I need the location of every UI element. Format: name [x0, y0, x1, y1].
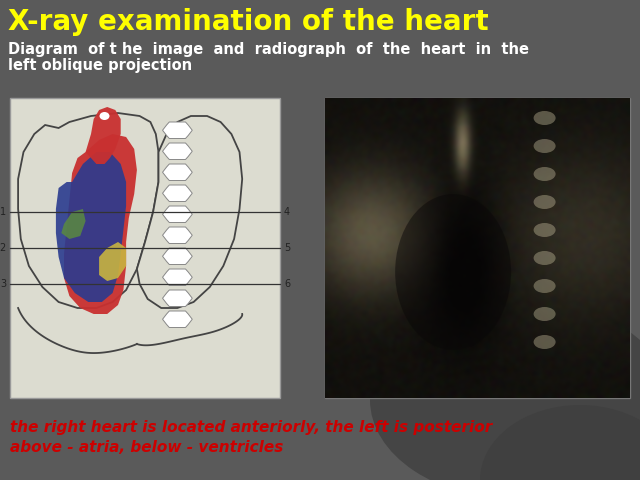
Text: X-ray examination of the heart: X-ray examination of the heart [8, 8, 488, 36]
Ellipse shape [99, 112, 109, 120]
Ellipse shape [480, 405, 640, 480]
Text: the right heart is located anteriorly, the left is posterior: the right heart is located anteriorly, t… [10, 420, 492, 435]
Polygon shape [163, 143, 192, 159]
Ellipse shape [534, 279, 556, 293]
Polygon shape [18, 113, 159, 308]
Text: above - atria, below - ventricles: above - atria, below - ventricles [10, 440, 284, 455]
Polygon shape [64, 134, 137, 314]
Polygon shape [137, 116, 242, 308]
Ellipse shape [534, 251, 556, 265]
Text: 3: 3 [0, 279, 6, 289]
Ellipse shape [534, 335, 556, 349]
Polygon shape [56, 152, 126, 302]
Ellipse shape [395, 194, 511, 350]
Ellipse shape [534, 223, 556, 237]
Polygon shape [163, 269, 192, 286]
Text: 5: 5 [284, 243, 291, 253]
Text: 1: 1 [0, 207, 6, 217]
Polygon shape [86, 107, 121, 164]
Ellipse shape [534, 139, 556, 153]
Polygon shape [163, 248, 192, 264]
Bar [325, 98, 630, 398]
Polygon shape [163, 164, 192, 180]
Text: left oblique projection: left oblique projection [8, 58, 192, 73]
Polygon shape [163, 290, 192, 307]
Polygon shape [99, 242, 126, 281]
Ellipse shape [534, 167, 556, 181]
Polygon shape [163, 122, 192, 139]
Polygon shape [163, 227, 192, 243]
Polygon shape [163, 311, 192, 327]
Polygon shape [61, 209, 86, 239]
Ellipse shape [370, 300, 640, 480]
Text: 4: 4 [284, 207, 290, 217]
Text: Diagram  of t he  image  and  radiograph  of  the  heart  in  the: Diagram of t he image and radiograph of … [8, 42, 529, 57]
Text: 2: 2 [0, 243, 6, 253]
Polygon shape [163, 185, 192, 202]
Bar [10, 98, 280, 398]
Polygon shape [163, 206, 192, 223]
Text: 6: 6 [284, 279, 290, 289]
Ellipse shape [534, 307, 556, 321]
Ellipse shape [534, 195, 556, 209]
Ellipse shape [534, 111, 556, 125]
